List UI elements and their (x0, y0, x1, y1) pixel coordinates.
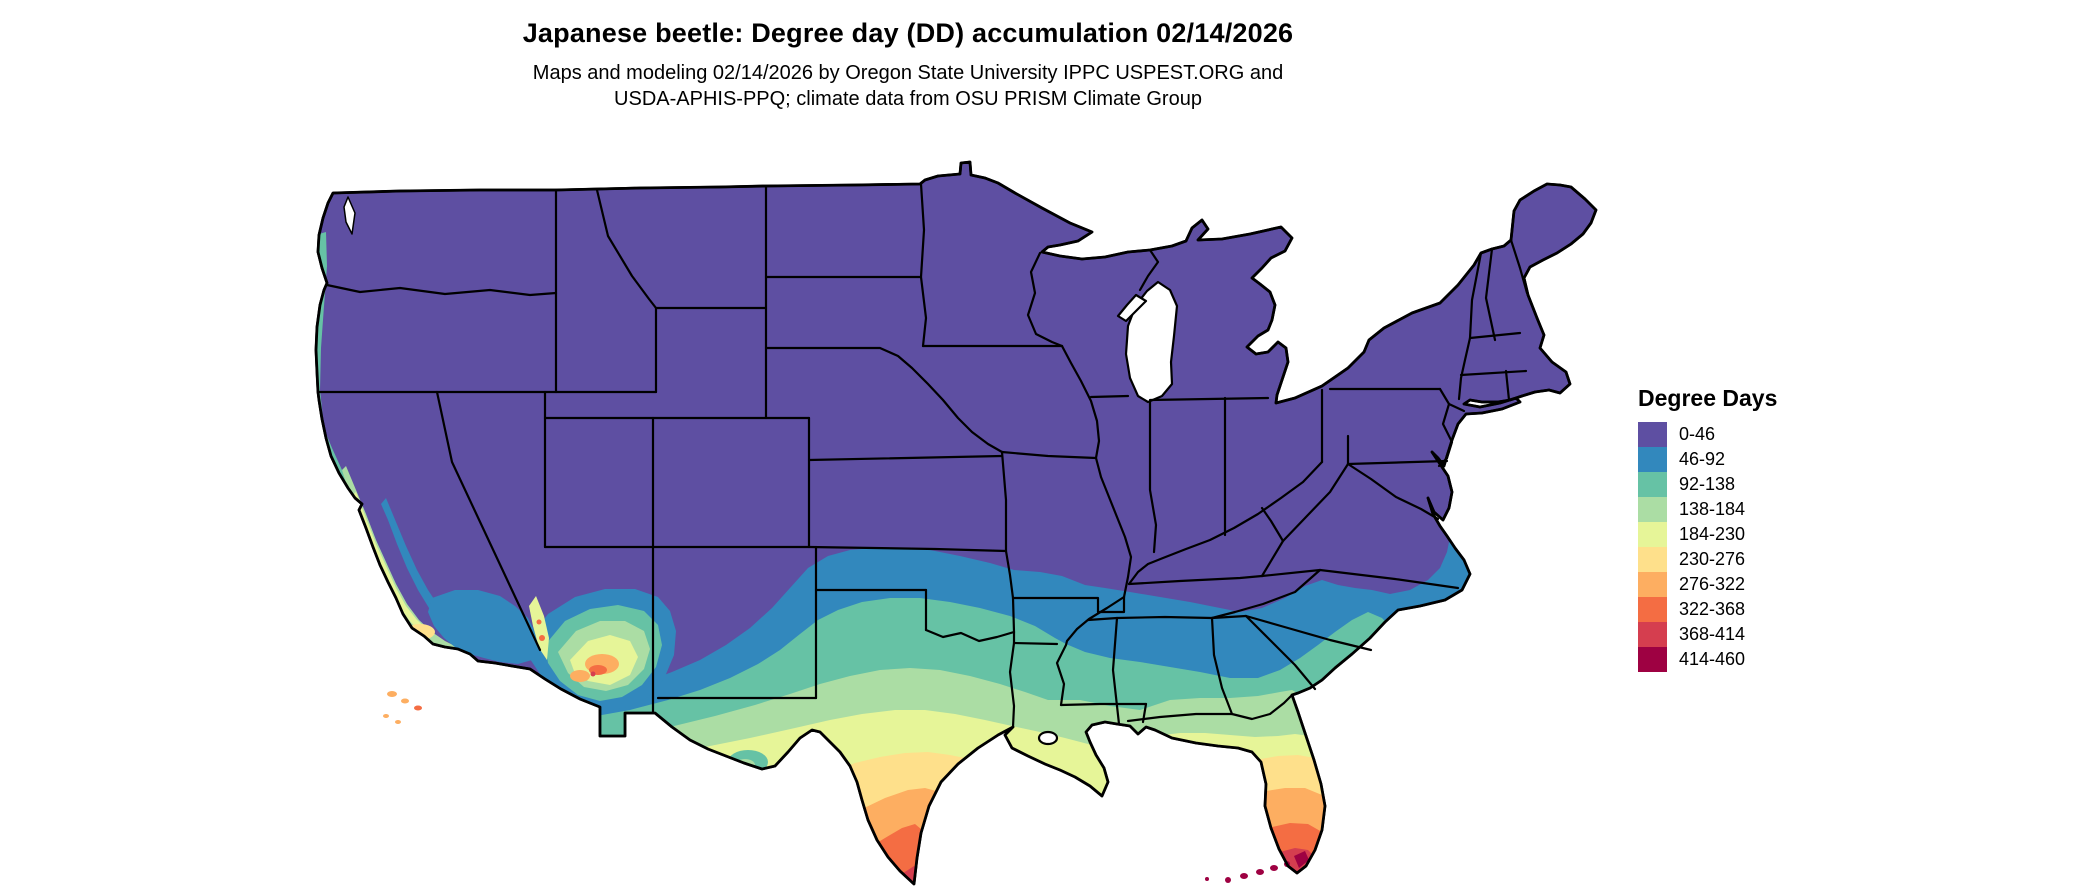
legend-item: 92-138 (1638, 472, 1777, 497)
lakes (343, 196, 1179, 746)
legend-item: 322-368 (1638, 597, 1777, 622)
legend-swatch (1638, 422, 1667, 447)
island (383, 714, 389, 718)
legend-swatch (1638, 447, 1667, 472)
legend-swatch (1638, 547, 1667, 572)
legend-swatch (1638, 572, 1667, 597)
key-island (1270, 865, 1278, 871)
legend-swatch (1638, 597, 1667, 622)
legend-label: 0-46 (1679, 424, 1716, 444)
legend-label: 322-368 (1679, 599, 1746, 619)
legend-item: 184-230 (1638, 522, 1777, 547)
dd-band-368-414 (880, 848, 1335, 884)
map-title: Japanese beetle: Degree day (DD) accumul… (522, 18, 1294, 48)
colorado-river-hot-spot (536, 619, 542, 625)
legend-label: 138-184 (1679, 499, 1746, 519)
lake-pontchartrain (1037, 730, 1059, 746)
colorado-river-hot-spot (539, 635, 545, 641)
florida-tip-maroon-patch (1294, 851, 1309, 868)
island (387, 691, 397, 697)
us-landmass (314, 160, 1598, 886)
socal-warm-patch (394, 634, 418, 648)
legend-swatch (1638, 497, 1667, 522)
legend-swatch (1638, 472, 1667, 497)
arizona-orange-patch (570, 670, 590, 682)
socal-warm-patch (444, 654, 460, 662)
sierra-blue-band (381, 498, 461, 636)
key-island (1256, 869, 1264, 875)
legend-label: 230-276 (1679, 549, 1746, 569)
socal-hot-spot (410, 644, 416, 650)
legend-label: 276-322 (1679, 574, 1746, 594)
legend-label: 368-414 (1679, 624, 1746, 644)
arizona-hot-spot (590, 671, 596, 677)
colorado-river-strip (529, 596, 549, 660)
legend-item: 414-460 (1638, 647, 1777, 672)
legend-item: 138-184 (1638, 497, 1777, 522)
island (401, 698, 409, 704)
legend-swatch (1638, 622, 1667, 647)
socal-interior-blue-patch (428, 590, 540, 664)
island (395, 720, 401, 724)
channel-islands (383, 691, 422, 724)
legend-swatch (1638, 647, 1667, 672)
key-island (1205, 877, 1209, 881)
legend-label: 92-138 (1679, 474, 1736, 494)
socal-hot-spot (423, 651, 429, 657)
legend-item: 46-92 (1638, 447, 1777, 472)
legend-item: 276-322 (1638, 572, 1777, 597)
us-coastline (314, 160, 1598, 886)
legend-label: 414-460 (1679, 649, 1746, 669)
map-subtitle-line2: USDA-APHIS-PPQ; climate data from OSU PR… (614, 88, 1202, 110)
legend: Degree Days 0-46 46-92 92-138 138-184 18… (1638, 385, 1777, 672)
legend-item: 0-46 (1638, 422, 1777, 447)
key-island (1240, 873, 1248, 879)
green-bay (1116, 293, 1148, 323)
legend-label: 46-92 (1679, 449, 1726, 469)
state-borders (316, 182, 1529, 729)
legend-item: 230-276 (1638, 547, 1777, 572)
legend-label: 184-230 (1679, 524, 1746, 544)
island (414, 705, 422, 711)
legend-item: 368-414 (1638, 622, 1777, 647)
legend-title: Degree Days (1638, 385, 1778, 411)
california-valley-green-band (342, 466, 457, 652)
map-subtitle-line1: Maps and modeling 02/14/2026 by Oregon S… (532, 62, 1284, 84)
puget-sound (343, 196, 356, 235)
legend-swatch (1638, 522, 1667, 547)
key-island (1225, 877, 1231, 883)
